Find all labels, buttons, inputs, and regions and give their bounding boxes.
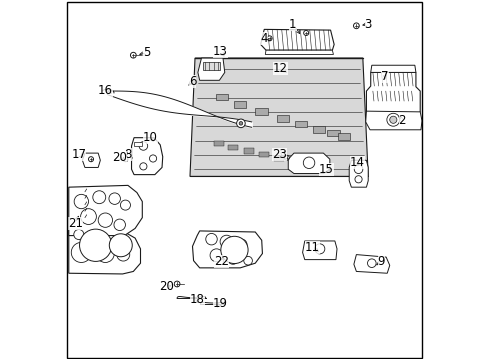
Circle shape — [109, 234, 132, 257]
Polygon shape — [312, 126, 325, 133]
Text: 22: 22 — [213, 255, 228, 268]
Text: 21: 21 — [68, 216, 82, 230]
Text: 23: 23 — [272, 148, 286, 161]
Polygon shape — [214, 140, 224, 146]
Circle shape — [80, 229, 112, 261]
Circle shape — [386, 113, 399, 126]
Circle shape — [117, 248, 129, 261]
Polygon shape — [131, 138, 163, 175]
Circle shape — [239, 122, 242, 125]
Polygon shape — [177, 297, 205, 298]
Polygon shape — [69, 230, 140, 274]
Circle shape — [353, 23, 359, 29]
Text: 1: 1 — [288, 18, 296, 31]
Polygon shape — [276, 116, 289, 122]
Text: 19: 19 — [212, 297, 227, 310]
Circle shape — [303, 31, 308, 36]
Text: 17: 17 — [71, 148, 86, 161]
Circle shape — [174, 281, 180, 287]
Text: 20: 20 — [112, 151, 127, 164]
Circle shape — [244, 256, 252, 265]
Text: 4: 4 — [260, 32, 267, 45]
Polygon shape — [289, 158, 299, 164]
Polygon shape — [260, 30, 333, 50]
Circle shape — [81, 209, 96, 225]
Polygon shape — [69, 185, 142, 235]
Circle shape — [96, 244, 114, 262]
Polygon shape — [348, 160, 367, 187]
Circle shape — [122, 157, 128, 162]
Polygon shape — [326, 130, 339, 136]
Polygon shape — [134, 142, 142, 146]
Text: 20: 20 — [159, 280, 173, 293]
Circle shape — [303, 157, 314, 168]
Circle shape — [71, 242, 91, 262]
Circle shape — [90, 232, 99, 241]
Text: 7: 7 — [381, 69, 388, 82]
Circle shape — [284, 155, 289, 160]
Polygon shape — [215, 94, 228, 100]
Circle shape — [114, 219, 125, 230]
Polygon shape — [265, 50, 333, 54]
Text: 10: 10 — [143, 131, 158, 144]
Circle shape — [367, 259, 375, 267]
Text: 8: 8 — [124, 148, 131, 161]
Polygon shape — [82, 153, 100, 167]
Circle shape — [74, 229, 83, 239]
Circle shape — [140, 163, 147, 170]
Circle shape — [266, 36, 271, 41]
Polygon shape — [337, 134, 349, 140]
Circle shape — [210, 249, 223, 262]
Circle shape — [227, 253, 238, 264]
Polygon shape — [233, 101, 246, 108]
Circle shape — [236, 239, 246, 250]
Polygon shape — [200, 302, 225, 304]
Polygon shape — [258, 152, 268, 157]
Polygon shape — [192, 231, 262, 268]
Circle shape — [220, 235, 233, 248]
Polygon shape — [228, 145, 238, 150]
Circle shape — [389, 116, 396, 123]
Circle shape — [120, 200, 130, 210]
Text: 6: 6 — [188, 75, 196, 88]
Polygon shape — [302, 241, 336, 260]
Polygon shape — [365, 111, 421, 130]
Circle shape — [314, 244, 324, 254]
Circle shape — [93, 191, 105, 204]
Polygon shape — [244, 148, 253, 154]
Circle shape — [205, 233, 217, 245]
Polygon shape — [294, 121, 306, 127]
Circle shape — [109, 193, 120, 204]
Circle shape — [139, 141, 147, 150]
Text: 16: 16 — [98, 84, 113, 97]
Circle shape — [74, 194, 88, 209]
Text: 2: 2 — [398, 114, 405, 127]
Text: 9: 9 — [377, 255, 385, 268]
Polygon shape — [198, 58, 224, 80]
Circle shape — [354, 176, 362, 183]
Polygon shape — [190, 58, 367, 176]
Circle shape — [88, 157, 93, 162]
Circle shape — [353, 165, 362, 174]
Circle shape — [236, 119, 244, 128]
Text: 14: 14 — [349, 156, 364, 169]
Polygon shape — [255, 108, 267, 115]
Polygon shape — [203, 62, 220, 69]
Polygon shape — [353, 255, 389, 273]
Text: 13: 13 — [212, 45, 227, 58]
Circle shape — [221, 236, 247, 264]
Polygon shape — [273, 156, 284, 161]
Polygon shape — [370, 65, 415, 72]
Circle shape — [130, 52, 136, 58]
Text: 18: 18 — [189, 293, 204, 306]
Polygon shape — [366, 72, 419, 116]
Text: 3: 3 — [364, 18, 371, 31]
Polygon shape — [287, 153, 329, 174]
Text: 12: 12 — [272, 62, 287, 75]
Text: 15: 15 — [318, 163, 333, 176]
Text: 5: 5 — [143, 46, 150, 59]
Circle shape — [149, 155, 156, 162]
Circle shape — [98, 213, 112, 227]
Text: 11: 11 — [305, 241, 320, 254]
